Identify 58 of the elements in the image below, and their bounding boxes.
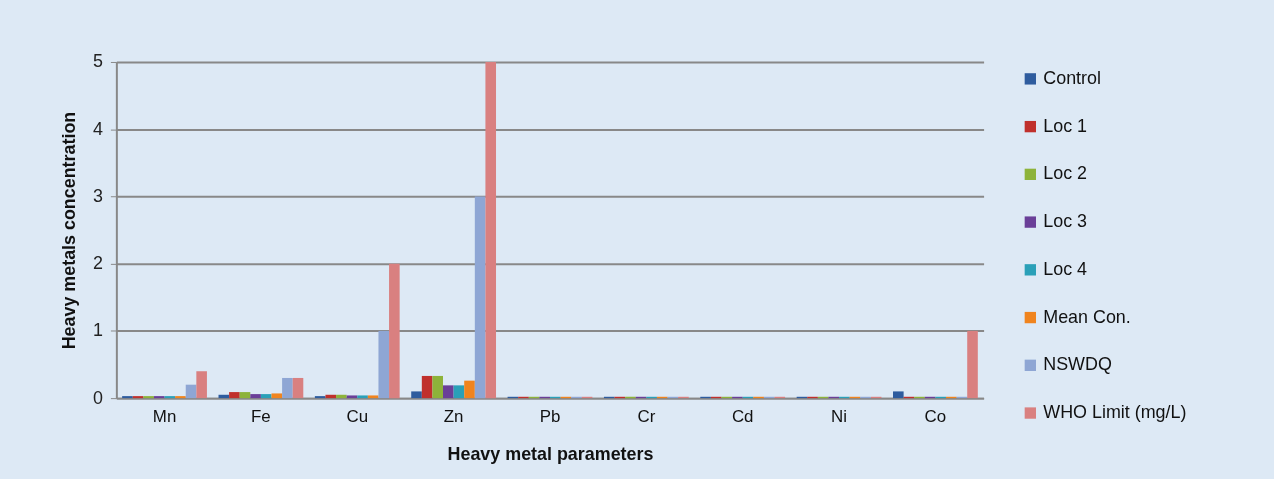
y-tick-label: 0 [92, 387, 103, 408]
x-tick-label: Co [924, 406, 947, 426]
x-tick-label: Cd [731, 406, 754, 426]
x-tick-label: Cu [346, 406, 369, 426]
legend-label: Loc 4 [1043, 258, 1088, 279]
bar [346, 395, 358, 399]
bar [196, 371, 207, 399]
bar [357, 395, 368, 399]
x-tick-label: Fe [251, 406, 271, 426]
bar [282, 377, 293, 399]
y-tick-label: 3 [92, 185, 103, 206]
bar [143, 396, 154, 399]
bar [967, 330, 978, 399]
bar [453, 385, 465, 399]
bar [421, 375, 433, 399]
bar [292, 377, 304, 399]
bar [185, 384, 197, 399]
bar [411, 391, 422, 399]
bar [389, 263, 400, 399]
bar [464, 380, 475, 399]
legend-label: Mean Con. [1043, 306, 1131, 327]
y-tick-label: 1 [92, 320, 103, 341]
legend-label: NSWDQ [1043, 354, 1112, 375]
x-axis-title: Heavy metal parameters [447, 444, 654, 465]
bar [153, 396, 165, 399]
bar [336, 394, 347, 399]
legend-label: Loc 3 [1043, 211, 1088, 232]
bar [325, 394, 337, 399]
legend-label: Loc 2 [1043, 163, 1088, 184]
bar [122, 396, 133, 399]
x-tick-label: Pb [539, 406, 561, 426]
legend-label: Loc 1 [1043, 115, 1088, 136]
bar [893, 391, 904, 399]
y-tick-label: 4 [92, 118, 103, 139]
bar [239, 392, 251, 399]
bar [164, 396, 176, 399]
y-tick-label: 2 [92, 253, 103, 274]
bar [229, 392, 240, 399]
bar [443, 385, 454, 399]
bar [175, 396, 186, 399]
bar [271, 393, 283, 399]
x-tick-label: Cr [637, 406, 656, 426]
legend-label: Control [1043, 67, 1101, 88]
bar [432, 375, 444, 399]
y-tick-label: 5 [92, 51, 103, 72]
bar [474, 196, 486, 399]
bar [132, 396, 144, 399]
x-tick-label: Ni [831, 406, 848, 426]
bar [250, 394, 261, 399]
bar [260, 394, 272, 399]
x-tick-label: Zn [443, 406, 464, 426]
x-tick-label: Mn [152, 406, 177, 426]
bar [314, 396, 326, 399]
y-axis-title: Heavy metals concentration [59, 111, 80, 350]
bar [485, 61, 497, 399]
bar [378, 330, 390, 399]
legend-label: WHO Limit (mg/L) [1043, 402, 1187, 423]
bar [367, 395, 379, 399]
